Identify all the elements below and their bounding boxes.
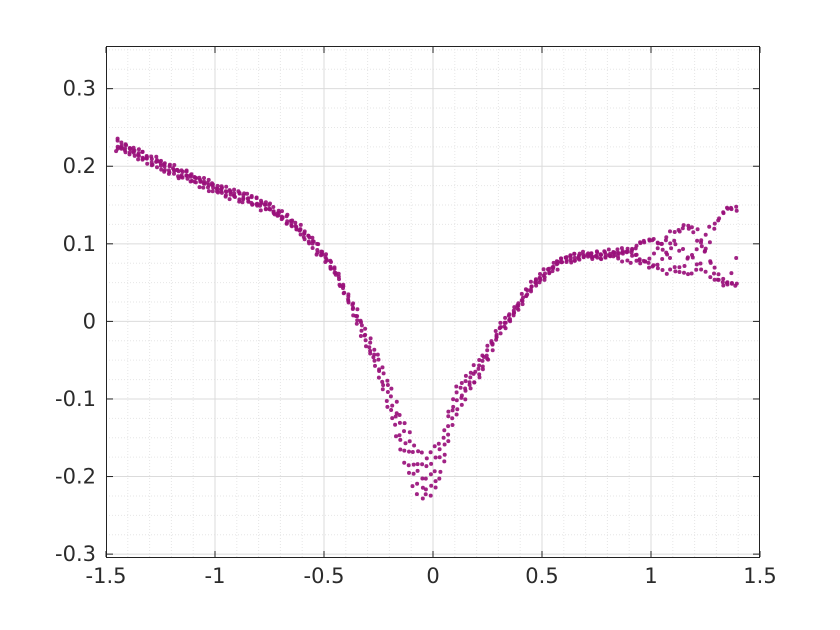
- axes-box: [105, 46, 761, 558]
- y-tick-label: -0.3: [55, 542, 96, 566]
- x-tick-label: 1: [644, 564, 657, 588]
- scatter-points: [114, 136, 739, 501]
- y-tick-label: -0.1: [55, 387, 96, 411]
- tick-labels: -1.5 -1 -0.5 0 0.5 1 1.5 -0.3 -0.2 -0.1 0 0.1 0.2 0.3: [55, 77, 777, 588]
- y-tick-label: 0.2: [63, 154, 96, 178]
- major-gridlines: [106, 46, 760, 558]
- y-tick-label: 0: [83, 309, 96, 333]
- y-tick-label: -0.2: [55, 465, 96, 489]
- x-tick-label: 1.5: [743, 564, 776, 588]
- y-tick-label: 0.3: [63, 77, 96, 101]
- x-tick-label: -1: [205, 564, 226, 588]
- x-tick-label: 0.5: [525, 564, 558, 588]
- y-tick-label: 0.1: [63, 232, 96, 256]
- x-tick-label: 0: [426, 564, 439, 588]
- x-tick-label: -0.5: [304, 564, 345, 588]
- x-tick-label: -1.5: [86, 564, 127, 588]
